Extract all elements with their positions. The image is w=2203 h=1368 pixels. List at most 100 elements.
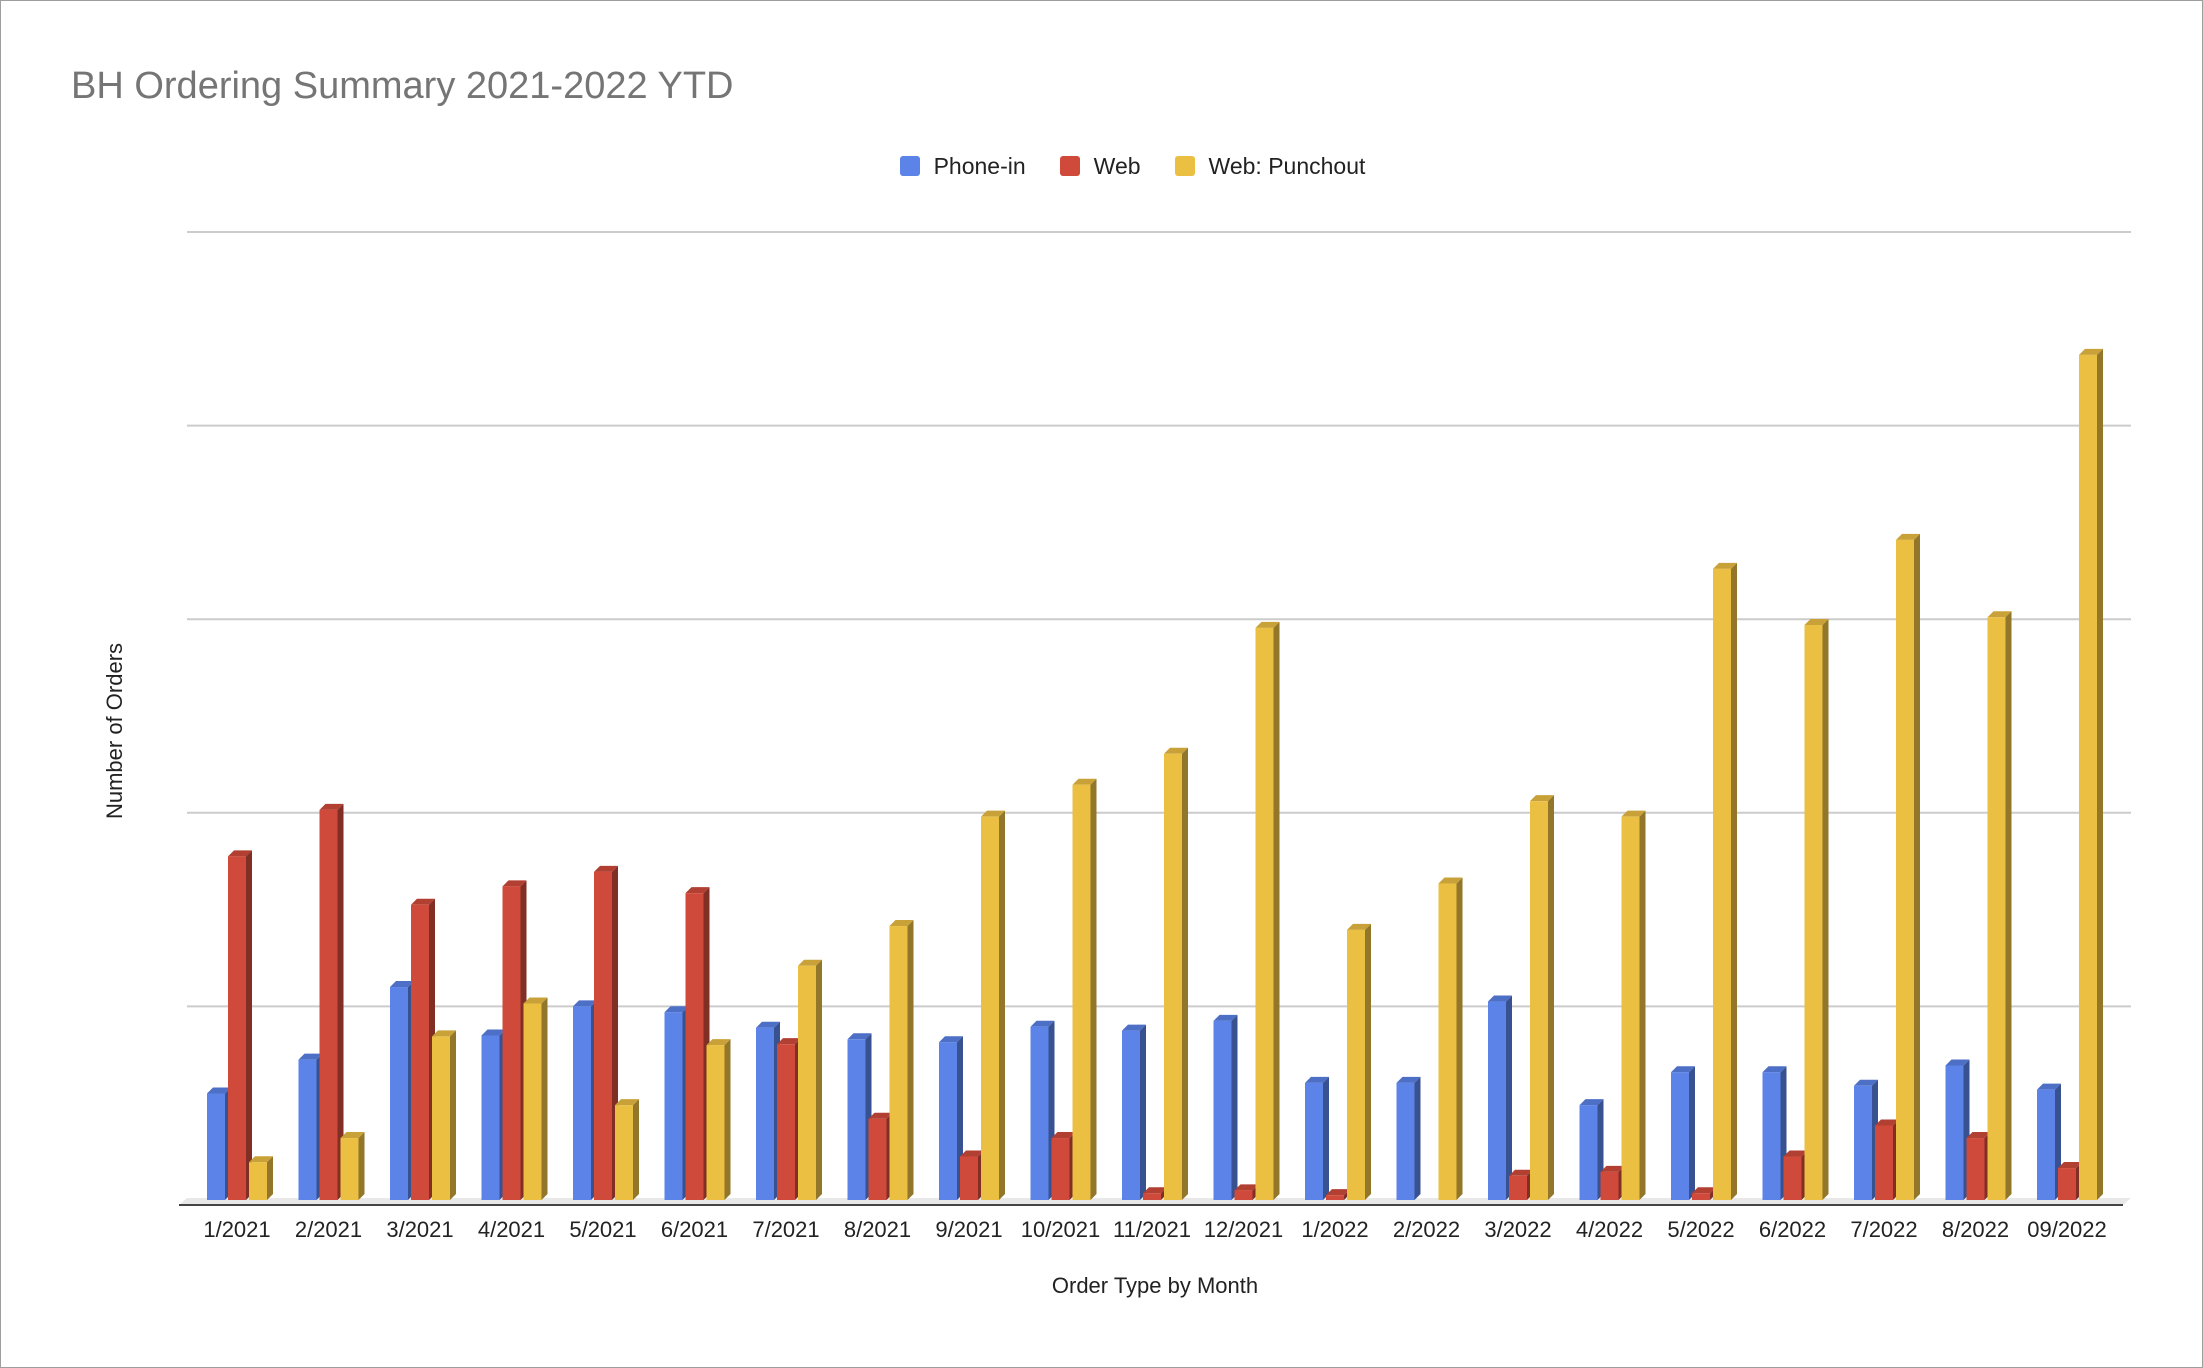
- bar-top: [298, 1053, 323, 1060]
- bar: [432, 1036, 450, 1200]
- bar-top: [1804, 619, 1829, 626]
- bar-top: [2037, 1083, 2061, 1090]
- bar-top: [939, 1036, 963, 1043]
- bar-side: [907, 920, 914, 1200]
- x-tick-label: 1/2022: [1301, 1217, 1368, 1242]
- bar: [2079, 354, 2097, 1200]
- bar-side: [450, 1030, 456, 1200]
- bar: [481, 1035, 500, 1200]
- bar: [340, 1138, 359, 1200]
- x-tick-label: 3/2022: [1484, 1217, 1551, 1242]
- bar-top: [1875, 1119, 1899, 1126]
- legend-item-web: Web: [1059, 152, 1141, 180]
- bar-side: [1689, 1066, 1695, 1200]
- bar-top: [981, 810, 1005, 817]
- legend-item-web-punchout: Web: Punchout: [1174, 153, 1365, 180]
- legend-label-web: Web: [1093, 152, 1141, 179]
- bar: [664, 1012, 683, 1200]
- bar: [1488, 1001, 1506, 1200]
- bar: [1143, 1193, 1161, 1200]
- legend-item-phone-in: Phone-in: [899, 153, 1026, 180]
- bar-top: [1713, 562, 1737, 569]
- bar-top: [1579, 1099, 1604, 1106]
- bar-top: [2058, 1162, 2082, 1169]
- bar: [1255, 627, 1274, 1200]
- bar: [228, 856, 246, 1200]
- x-tick-label: 12/2021: [1204, 1217, 1284, 1242]
- bar: [960, 1156, 978, 1200]
- bar-top: [1234, 1184, 1259, 1191]
- bar-top: [1762, 1066, 1787, 1073]
- bar-top: [1438, 877, 1463, 884]
- bar: [1347, 929, 1365, 1200]
- x-tick-label: 2/2022: [1393, 1217, 1460, 1242]
- bar-top: [1854, 1079, 1878, 1086]
- bar-top: [1326, 1189, 1350, 1196]
- x-axis-title: Order Type by Month: [1052, 1273, 1258, 1298]
- bar: [1896, 539, 1914, 1200]
- bar-side: [2005, 611, 2012, 1200]
- bar-top: [1488, 995, 1512, 1002]
- bar: [615, 1105, 633, 1200]
- bar-top: [889, 920, 914, 927]
- bar-top: [340, 1132, 365, 1139]
- bar: [2058, 1168, 2076, 1200]
- x-tick-label: 1/2021: [203, 1217, 270, 1242]
- bar-side: [999, 810, 1005, 1200]
- bar-top: [432, 1030, 456, 1037]
- bar-top: [1530, 795, 1554, 802]
- x-tick-label: 8/2022: [1942, 1217, 2009, 1242]
- bar: [1621, 816, 1640, 1200]
- bar-side: [267, 1156, 273, 1200]
- bar-side: [1140, 1024, 1146, 1200]
- bar-top: [1143, 1187, 1167, 1194]
- x-tick-label: 8/2021: [844, 1217, 911, 1242]
- bar-side: [1231, 1014, 1238, 1200]
- bar-side: [1548, 795, 1554, 1200]
- bar-top: [523, 997, 548, 1004]
- bar: [1030, 1026, 1049, 1200]
- bar-top: [1122, 1024, 1146, 1031]
- x-tick-label: 09/2022: [2027, 1217, 2107, 1242]
- bar-side: [816, 959, 822, 1200]
- bar: [573, 1006, 591, 1200]
- bar-top: [2079, 348, 2103, 355]
- bar-top: [847, 1033, 872, 1040]
- bar: [1326, 1195, 1344, 1200]
- bar: [1600, 1171, 1619, 1200]
- bar: [249, 1162, 267, 1200]
- bar-top: [1347, 923, 1371, 930]
- bar: [1987, 617, 2006, 1200]
- bar-top: [1966, 1132, 1991, 1139]
- bar: [1213, 1020, 1232, 1200]
- bar: [1530, 801, 1548, 1200]
- bar-side: [1914, 533, 1920, 1200]
- bar: [1671, 1072, 1689, 1200]
- bar-top: [685, 887, 710, 894]
- bar-side: [2097, 348, 2103, 1200]
- legend-swatch-web: [1059, 156, 1080, 176]
- bar-side: [1182, 747, 1188, 1200]
- bar-top: [1030, 1020, 1055, 1027]
- bar-top: [1621, 810, 1646, 817]
- bar: [1875, 1125, 1893, 1200]
- bar-top: [594, 865, 618, 872]
- bar: [2037, 1089, 2055, 1200]
- bar-side: [358, 1132, 365, 1200]
- bar-top: [1600, 1165, 1625, 1172]
- bar: [868, 1118, 887, 1200]
- bar: [1051, 1138, 1070, 1200]
- bar-top: [1213, 1014, 1238, 1021]
- bar: [1438, 883, 1457, 1200]
- bar: [756, 1027, 774, 1200]
- bar-top: [1509, 1169, 1533, 1176]
- bar: [594, 871, 612, 1200]
- bar: [1234, 1190, 1253, 1200]
- x-tick-label: 3/2021: [386, 1217, 453, 1242]
- bar-top: [1783, 1150, 1808, 1157]
- bar-top: [1396, 1076, 1421, 1083]
- bar: [1783, 1156, 1802, 1200]
- bar-top: [1987, 611, 2012, 618]
